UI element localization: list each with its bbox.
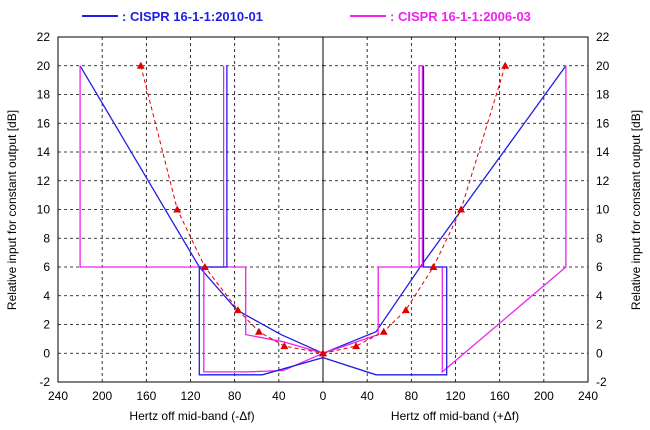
y-tick-label: 0 [43,346,50,360]
y-tick-label: 10 [37,203,51,217]
x-tick-label: 40 [360,389,374,403]
y-axis-label-right: Relative input for constant output [dB] [629,110,643,310]
data-point-marker [200,263,209,270]
data-point-marker [379,327,388,335]
y-tick-label: 2 [43,318,50,332]
plot-panel-left: -2 0 2 4 6 8 10 12 14 16 18 20 22 240 200 160 120 80 40 0 [37,30,327,403]
y-tick-label: 2 [596,318,603,332]
y-tick-label: 6 [596,260,603,274]
y-tick-label: 10 [596,203,610,217]
y-tick-label: 16 [37,116,51,130]
x-tick-label: 80 [405,389,419,403]
y-tick-label: 22 [37,30,51,44]
x-tick-label: 120 [445,389,465,403]
x-axis-label-right: Hertz off mid-band (+Δf) [391,409,519,423]
data-point-marker [254,327,263,335]
y-tick-label: -2 [596,375,607,389]
data-point-marker [319,349,327,357]
data-point-marker [501,61,510,69]
y-tick-label: 8 [43,231,50,245]
y-tick-label: 4 [43,289,50,303]
legend: : CISPR 16-1-1:2010-01 : CISPR 16-1-1:20… [82,9,531,24]
data-point-marker [401,306,410,314]
plot-panel-right: -2 0 2 4 6 8 10 12 14 16 18 20 22 40 80 120 160 200 240 [319,30,610,403]
y-axis-label-left: Relative input for constant output [dB] [5,110,19,310]
x-tick-label: 200 [534,389,554,403]
data-point-marker [233,306,242,314]
x-tick-label: 240 [48,389,68,403]
x-tick-label: 160 [490,389,510,403]
y-tick-label: 12 [596,174,610,188]
data-point-marker [280,342,289,350]
data-point-marker [457,205,466,213]
x-axis-label-left: Hertz off mid-band (-Δf) [129,409,254,423]
series-line-1 [79,65,325,373]
y-tick-label: 8 [596,231,603,245]
data-point-marker [429,263,438,270]
x-tick-label: 40 [272,389,286,403]
y-tick-label: 20 [596,59,610,73]
x-tick-label: 80 [228,389,242,403]
data-point-marker [173,205,182,213]
y-tick-label: 14 [37,145,51,159]
y-tick-label: 0 [596,346,603,360]
x-tick-label: 240 [578,389,598,403]
x-tick-label: 200 [92,389,112,403]
series-line-1 [322,65,567,374]
legend-label-2006: : CISPR 16-1-1:2006-03 [390,9,531,24]
series-line-2 [198,65,324,376]
y-tick-label: 20 [37,59,51,73]
x-tick-label: 0 [320,389,327,403]
y-tick-label: 16 [596,116,610,130]
data-point-marker [352,342,361,350]
legend-label-2010: : CISPR 16-1-1:2010-01 [122,9,263,24]
y-tick-label: 18 [596,88,610,102]
series-line-0 [322,65,567,354]
data-point-marker [136,61,145,69]
y-tick-label: -2 [39,375,50,389]
x-tick-label: 160 [136,389,156,403]
y-tick-label: 18 [37,88,51,102]
y-tick-label: 22 [596,30,610,44]
y-tick-label: 6 [43,260,50,274]
y-tick-label: 12 [37,174,51,188]
x-tick-label: 120 [180,389,200,403]
y-tick-label: 14 [596,145,610,159]
series-line-2 [322,65,448,376]
y-tick-label: 4 [596,289,603,303]
